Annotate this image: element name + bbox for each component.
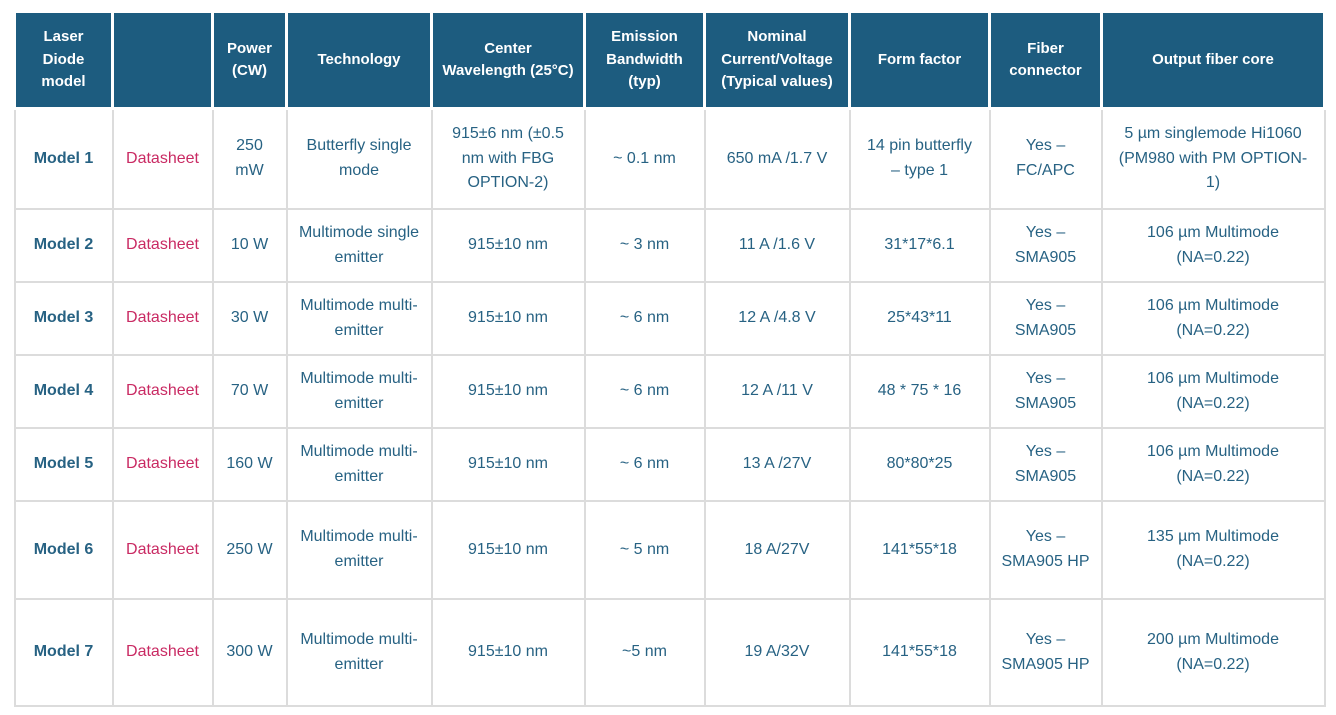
table-row-model-5: Model 5 Datasheet 160 W Multimode multi-… — [13, 427, 1326, 502]
datasheet-cell: Datasheet — [111, 500, 214, 600]
fiber-connector-cell: Yes – SMA905 — [988, 427, 1103, 502]
fiber-connector-cell: Yes – SMA905 HP — [988, 598, 1103, 707]
wavelength-cell: 915±6 nm (±0.5 nm with FBG OPTION-2) — [430, 107, 586, 210]
col-header-center-wavelength: Center Wavelength (25°C) — [430, 10, 586, 110]
form-factor-cell: 141*55*18 — [848, 500, 991, 600]
current-voltage-cell: 12 A /11 V — [703, 354, 851, 429]
form-factor-cell: 25*43*11 — [848, 281, 991, 356]
form-factor-cell: 48 * 75 * 16 — [848, 354, 991, 429]
bandwidth-cell: ~ 6 nm — [583, 281, 706, 356]
model-cell: Model 7 — [13, 598, 114, 707]
col-header-fiber-connector: Fiber connector — [988, 10, 1103, 110]
current-voltage-cell: 13 A /27V — [703, 427, 851, 502]
wavelength-cell: 915±10 nm — [430, 281, 586, 356]
col-header-output-fiber-core: Output fiber core — [1100, 10, 1326, 110]
col-header-nominal-current-voltage: Nominal Current/Voltage (Typical values) — [703, 10, 851, 110]
bandwidth-cell: ~5 nm — [583, 598, 706, 707]
model-cell: Model 5 — [13, 427, 114, 502]
col-header-laser-diode-model: Laser Diode model — [13, 10, 114, 110]
fiber-connector-cell: Yes – SMA905 — [988, 208, 1103, 283]
col-header-datasheet — [111, 10, 214, 110]
output-fiber-core-cell: 106 µm Multimode (NA=0.22) — [1100, 208, 1326, 283]
fiber-connector-cell: Yes – SMA905 — [988, 281, 1103, 356]
col-header-emission-bandwidth: Emission Bandwidth (typ) — [583, 10, 706, 110]
technology-cell: Multimode multi-emitter — [285, 281, 433, 356]
col-header-technology: Technology — [285, 10, 433, 110]
wavelength-cell: 915±10 nm — [430, 208, 586, 283]
datasheet-cell: Datasheet — [111, 208, 214, 283]
form-factor-cell: 14 pin butterfly – type 1 — [848, 107, 991, 210]
bandwidth-cell: ~ 0.1 nm — [583, 107, 706, 210]
output-fiber-core-cell: 106 µm Multimode (NA=0.22) — [1100, 354, 1326, 429]
output-fiber-core-cell: 5 µm singlemode Hi1060 (PM980 with PM OP… — [1100, 107, 1326, 210]
current-voltage-cell: 650 mA /1.7 V — [703, 107, 851, 210]
model-cell: Model 1 — [13, 107, 114, 210]
table-row-model-3: Model 3 Datasheet 30 W Multimode multi-e… — [13, 281, 1326, 356]
fiber-connector-cell: Yes – FC/APC — [988, 107, 1103, 210]
output-fiber-core-cell: 135 µm Multimode (NA=0.22) — [1100, 500, 1326, 600]
datasheet-link[interactable]: Datasheet — [126, 236, 199, 254]
datasheet-cell: Datasheet — [111, 427, 214, 502]
fiber-connector-cell: Yes – SMA905 HP — [988, 500, 1103, 600]
datasheet-link[interactable]: Datasheet — [126, 643, 199, 661]
fiber-connector-cell: Yes – SMA905 — [988, 354, 1103, 429]
datasheet-cell: Datasheet — [111, 281, 214, 356]
power-cell: 70 W — [211, 354, 288, 429]
form-factor-cell: 141*55*18 — [848, 598, 991, 707]
model-cell: Model 6 — [13, 500, 114, 600]
technology-cell: Multimode multi-emitter — [285, 500, 433, 600]
datasheet-link[interactable]: Datasheet — [126, 382, 199, 400]
table-row-model-6: Model 6 Datasheet 250 W Multimode multi-… — [13, 500, 1326, 600]
power-cell: 300 W — [211, 598, 288, 707]
table-header-row: Laser Diode model Power (CW) Technology … — [13, 10, 1326, 110]
current-voltage-cell: 12 A /4.8 V — [703, 281, 851, 356]
form-factor-cell: 31*17*6.1 — [848, 208, 991, 283]
power-cell: 250 W — [211, 500, 288, 600]
output-fiber-core-cell: 200 µm Multimode (NA=0.22) — [1100, 598, 1326, 707]
technology-cell: Multimode multi-emitter — [285, 354, 433, 429]
power-cell: 160 W — [211, 427, 288, 502]
technology-cell: Multimode multi-emitter — [285, 598, 433, 707]
datasheet-link[interactable]: Datasheet — [126, 309, 199, 327]
datasheet-link[interactable]: Datasheet — [126, 540, 199, 558]
power-cell: 10 W — [211, 208, 288, 283]
bandwidth-cell: ~ 6 nm — [583, 427, 706, 502]
datasheet-link[interactable]: Datasheet — [126, 149, 199, 167]
technology-cell: Multimode multi-emitter — [285, 427, 433, 502]
wavelength-cell: 915±10 nm — [430, 427, 586, 502]
output-fiber-core-cell: 106 µm Multimode (NA=0.22) — [1100, 281, 1326, 356]
table-row-model-7: Model 7 Datasheet 300 W Multimode multi-… — [13, 598, 1326, 707]
bandwidth-cell: ~ 3 nm — [583, 208, 706, 283]
current-voltage-cell: 18 A/27V — [703, 500, 851, 600]
model-cell: Model 3 — [13, 281, 114, 356]
power-cell: 30 W — [211, 281, 288, 356]
wavelength-cell: 915±10 nm — [430, 598, 586, 707]
wavelength-cell: 915±10 nm — [430, 500, 586, 600]
output-fiber-core-cell: 106 µm Multimode (NA=0.22) — [1100, 427, 1326, 502]
bandwidth-cell: ~ 5 nm — [583, 500, 706, 600]
datasheet-link[interactable]: Datasheet — [126, 455, 199, 473]
form-factor-cell: 80*80*25 — [848, 427, 991, 502]
col-header-power-cw: Power (CW) — [211, 10, 288, 110]
power-cell: 250 mW — [211, 107, 288, 210]
col-header-form-factor: Form factor — [848, 10, 991, 110]
laser-diode-spec-table: Laser Diode model Power (CW) Technology … — [13, 10, 1326, 707]
technology-cell: Butterfly single mode — [285, 107, 433, 210]
current-voltage-cell: 11 A /1.6 V — [703, 208, 851, 283]
table-row-model-4: Model 4 Datasheet 70 W Multimode multi-e… — [13, 354, 1326, 429]
model-cell: Model 2 — [13, 208, 114, 283]
wavelength-cell: 915±10 nm — [430, 354, 586, 429]
datasheet-cell: Datasheet — [111, 107, 214, 210]
table-row-model-2: Model 2 Datasheet 10 W Multimode single … — [13, 208, 1326, 283]
technology-cell: Multimode single emitter — [285, 208, 433, 283]
datasheet-cell: Datasheet — [111, 354, 214, 429]
datasheet-cell: Datasheet — [111, 598, 214, 707]
current-voltage-cell: 19 A/32V — [703, 598, 851, 707]
bandwidth-cell: ~ 6 nm — [583, 354, 706, 429]
model-cell: Model 4 — [13, 354, 114, 429]
table-row-model-1: Model 1 Datasheet 250 mW Butterfly singl… — [13, 107, 1326, 210]
